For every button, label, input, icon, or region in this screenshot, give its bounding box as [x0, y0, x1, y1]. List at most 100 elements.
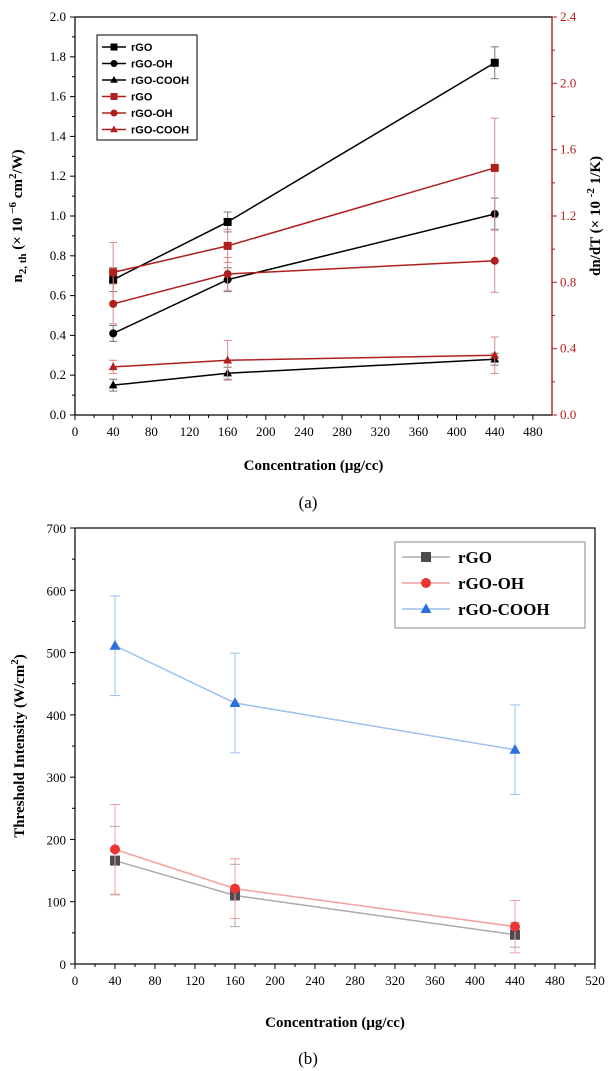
- x-tick-label: 200: [256, 424, 276, 439]
- x-axis-label: Concentration (μg/cc): [244, 458, 384, 474]
- y2-tick-label: 0.8: [560, 274, 576, 289]
- series-line: [112, 213, 495, 335]
- x-tick-label: 440: [505, 973, 525, 988]
- x-tick-label: 480: [523, 424, 543, 439]
- legend-label: rGO-COOH: [131, 125, 189, 137]
- data-point: [109, 639, 121, 650]
- y-tick-label: 1.0: [50, 208, 66, 223]
- legend-b: rGO rGO-OH rGO-COOH: [394, 541, 586, 629]
- series-rgo: [110, 825, 520, 948]
- x-tick-label: 120: [185, 973, 205, 988]
- y-tick-label: 1.4: [50, 128, 67, 143]
- y-tick-label: 500: [47, 646, 67, 661]
- x-tick-label: 80: [149, 973, 162, 988]
- legend-marker: [421, 578, 431, 588]
- legend-label: rGO-OH: [131, 59, 173, 71]
- x-tick-label: 160: [218, 424, 238, 439]
- x-tick-label: 440: [485, 424, 505, 439]
- y-tick-label: 0.0: [50, 407, 66, 422]
- x-tick-label: 280: [345, 973, 365, 988]
- x-tick-label: 360: [425, 973, 445, 988]
- legend-marker: [110, 109, 118, 117]
- data-point: [510, 921, 520, 932]
- series-line: [114, 645, 516, 751]
- x-tick-label: 280: [332, 424, 352, 439]
- y-tick-label: 1.2: [50, 168, 66, 183]
- data-point: [223, 217, 232, 226]
- y-axis-label: Threshold Intensity (W/cm2): [9, 654, 28, 838]
- x-tick-label: 0: [72, 973, 79, 988]
- legend-label: rGO-OH: [458, 574, 524, 593]
- legend-box: [96, 34, 198, 141]
- y-axis-label: n2, th (× 10 −6 cm2/W): [7, 149, 29, 282]
- x-tick-label: 200: [265, 973, 285, 988]
- legend-marker: [110, 93, 118, 100]
- data-point: [230, 883, 240, 894]
- x-tick-label: 400: [465, 973, 485, 988]
- series-rgo-cooh-right: [108, 336, 500, 381]
- data-point: [223, 270, 232, 279]
- y2-tick-label: 2.4: [560, 9, 577, 24]
- series-line: [112, 260, 495, 305]
- legend-label: rGO: [131, 42, 153, 54]
- y-tick-label: 0.2: [50, 367, 66, 382]
- data-point: [223, 241, 232, 250]
- x-tick-label: 0: [72, 424, 79, 439]
- x-tick-label: 400: [447, 424, 467, 439]
- caption-b: (b): [298, 1049, 318, 1068]
- legend-marker: [110, 43, 118, 51]
- data-point: [229, 697, 241, 708]
- y2-tick-label: 1.2: [560, 208, 576, 223]
- data-point: [223, 355, 233, 364]
- y-tick-label: 600: [47, 583, 67, 598]
- legend-marker: [110, 125, 118, 133]
- y-tick-label: 1.6: [50, 89, 67, 104]
- series-line: [114, 848, 516, 928]
- data-point: [110, 844, 120, 855]
- y-tick-label: 300: [47, 770, 67, 785]
- legend-a: rGO rGO-OH rGO-COOH rGO rGO-OH rGO-COOH: [96, 34, 198, 141]
- x-tick-label: 40: [109, 973, 122, 988]
- x-tick-label: 360: [409, 424, 429, 439]
- x-tick-label: 40: [107, 424, 120, 439]
- series-rgo-oh: [110, 804, 520, 954]
- series-rgo-cooh: [109, 595, 521, 796]
- x-tick-label: 320: [385, 973, 405, 988]
- y-tick-label: 0: [60, 957, 67, 972]
- y-tick-label: 0.4: [50, 327, 67, 342]
- legend-label: rGO: [458, 548, 492, 567]
- x-tick-label: 120: [180, 424, 200, 439]
- legend-marker: [110, 60, 118, 67]
- chart-b: 0 40 80 120 160 200 240 280 320 360 400 440 480 520 0 1…: [9, 521, 605, 1031]
- chart-a: 0 40 80 120 160 200 240 280 320 360 400 440 480 0.0 0.…: [7, 9, 604, 474]
- series-line: [113, 354, 495, 368]
- y2-tick-label: 1.6: [560, 142, 577, 157]
- caption-a: (a): [299, 493, 318, 512]
- data-point: [109, 329, 118, 338]
- y2-tick-label: 0.4: [560, 341, 577, 356]
- y-tick-label: 2.0: [50, 9, 66, 24]
- series-line: [114, 859, 516, 936]
- data-point: [108, 362, 118, 371]
- series-line: [112, 167, 495, 274]
- data-point: [490, 256, 499, 265]
- y-tick-label: 400: [47, 708, 67, 723]
- legend-label: rGO-COOH: [131, 75, 189, 87]
- y-tick-label: 1.8: [50, 49, 66, 64]
- y-tick-label: 700: [47, 521, 67, 536]
- legend-marker: [421, 552, 431, 562]
- y2-axis-label: dn/dT (× 10 -2 1/K): [585, 156, 604, 276]
- x-tick-label: 240: [305, 973, 325, 988]
- data-point: [490, 163, 499, 172]
- legend-label: rGO-COOH: [458, 600, 550, 619]
- y-tick-label: 200: [47, 832, 67, 847]
- x-tick-label: 480: [545, 973, 565, 988]
- data-point: [109, 268, 118, 277]
- x-tick-label: 240: [294, 424, 314, 439]
- legend-label: rGO-OH: [131, 108, 173, 120]
- y-tick-label: 0.6: [50, 288, 67, 303]
- y2-tick-label: 2.0: [560, 75, 576, 90]
- y-tick-label: 100: [47, 895, 67, 910]
- y2-tick-label: 0.0: [560, 407, 576, 422]
